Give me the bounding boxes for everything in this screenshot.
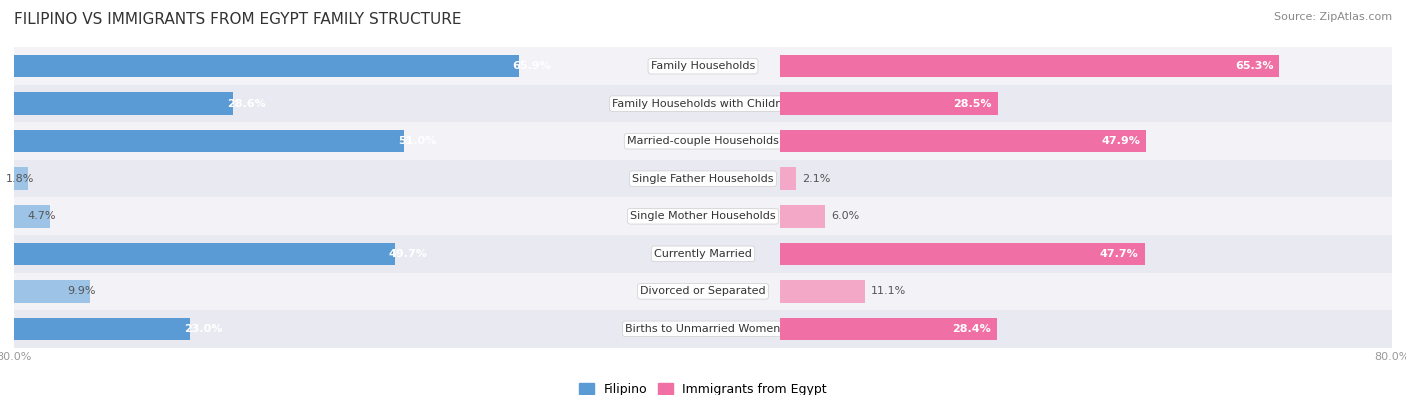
Bar — [779, 235, 1392, 273]
Bar — [779, 273, 1392, 310]
Text: 28.4%: 28.4% — [952, 324, 991, 334]
Bar — [14, 235, 627, 273]
Text: 11.1%: 11.1% — [870, 286, 905, 296]
Text: Single Father Households: Single Father Households — [633, 174, 773, 184]
Bar — [14, 85, 627, 122]
Bar — [779, 130, 1146, 152]
Bar — [14, 47, 627, 85]
Text: 4.7%: 4.7% — [28, 211, 56, 221]
Text: Family Households: Family Households — [651, 61, 755, 71]
Bar — [779, 85, 1392, 122]
Bar — [779, 280, 865, 303]
Bar — [779, 318, 997, 340]
Text: 1.8%: 1.8% — [6, 174, 34, 184]
Bar — [14, 205, 51, 228]
Text: 49.7%: 49.7% — [388, 249, 427, 259]
Text: 65.3%: 65.3% — [1234, 61, 1274, 71]
Bar — [779, 243, 1144, 265]
Text: Divorced or Separated: Divorced or Separated — [640, 286, 766, 296]
Text: Married-couple Households: Married-couple Households — [627, 136, 779, 146]
Bar — [627, 235, 779, 273]
Legend: Filipino, Immigrants from Egypt: Filipino, Immigrants from Egypt — [574, 378, 832, 395]
Bar — [627, 310, 779, 348]
Text: 9.9%: 9.9% — [67, 286, 96, 296]
Bar — [779, 160, 1392, 198]
Bar — [627, 47, 779, 85]
Bar — [14, 318, 190, 340]
Bar — [779, 167, 796, 190]
Text: Single Mother Households: Single Mother Households — [630, 211, 776, 221]
Bar — [14, 55, 519, 77]
Text: 47.9%: 47.9% — [1101, 136, 1140, 146]
Bar — [627, 122, 779, 160]
Bar — [14, 160, 627, 198]
Bar — [627, 273, 779, 310]
Bar — [14, 273, 627, 310]
Bar — [14, 122, 627, 160]
Text: 28.6%: 28.6% — [226, 99, 266, 109]
Bar — [14, 280, 90, 303]
Bar — [627, 198, 779, 235]
Bar — [627, 160, 779, 198]
Bar — [779, 198, 1392, 235]
Bar — [779, 310, 1392, 348]
Bar — [779, 205, 825, 228]
Bar — [779, 47, 1392, 85]
Text: 2.1%: 2.1% — [801, 174, 830, 184]
Bar — [14, 243, 395, 265]
Text: Family Households with Children: Family Households with Children — [612, 99, 794, 109]
Bar — [779, 55, 1279, 77]
Text: 6.0%: 6.0% — [831, 211, 860, 221]
Text: 51.0%: 51.0% — [398, 136, 437, 146]
Text: Currently Married: Currently Married — [654, 249, 752, 259]
Bar — [627, 85, 779, 122]
Bar — [14, 130, 405, 152]
Text: 28.5%: 28.5% — [953, 99, 991, 109]
Text: FILIPINO VS IMMIGRANTS FROM EGYPT FAMILY STRUCTURE: FILIPINO VS IMMIGRANTS FROM EGYPT FAMILY… — [14, 12, 461, 27]
Bar — [14, 167, 28, 190]
Bar — [14, 92, 233, 115]
Text: Births to Unmarried Women: Births to Unmarried Women — [626, 324, 780, 334]
Text: 65.9%: 65.9% — [512, 61, 551, 71]
Text: Source: ZipAtlas.com: Source: ZipAtlas.com — [1274, 12, 1392, 22]
Bar — [779, 92, 998, 115]
Bar — [14, 310, 627, 348]
Text: 23.0%: 23.0% — [184, 324, 222, 334]
Text: 47.7%: 47.7% — [1099, 249, 1139, 259]
Bar — [14, 198, 627, 235]
Bar — [779, 122, 1392, 160]
